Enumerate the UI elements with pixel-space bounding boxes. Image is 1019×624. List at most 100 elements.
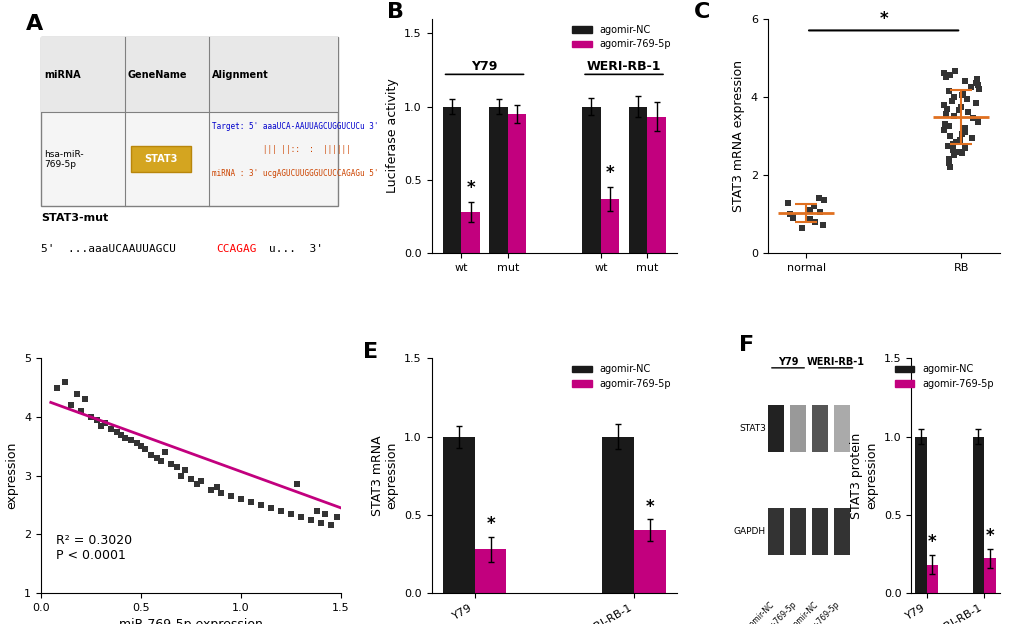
Point — [941, 131, 957, 141]
Point — [68, 389, 85, 399]
Point — [956, 76, 972, 86]
Point — [793, 223, 809, 233]
Point — [951, 135, 967, 145]
Text: *: * — [984, 527, 994, 545]
Point — [203, 485, 219, 495]
Point — [968, 80, 984, 90]
Y-axis label: STAT3 mRNA
expression: STAT3 mRNA expression — [0, 436, 18, 516]
Point — [942, 162, 958, 172]
Bar — [647, 117, 665, 253]
Point — [935, 125, 952, 135]
Point — [182, 474, 199, 484]
Point — [958, 94, 974, 104]
Point — [222, 491, 238, 501]
Point — [122, 436, 139, 446]
Bar — [811, 509, 827, 555]
Point — [153, 456, 169, 466]
Point — [172, 470, 189, 480]
Point — [947, 137, 963, 147]
Point — [940, 121, 956, 131]
Y-axis label: STAT3 mRNA expression: STAT3 mRNA expression — [732, 60, 745, 212]
Point — [149, 453, 165, 463]
Point — [785, 213, 801, 223]
Point — [956, 143, 972, 153]
Point — [941, 86, 957, 96]
Text: GAPDH: GAPDH — [733, 527, 765, 537]
Point — [116, 432, 132, 442]
Point — [934, 100, 951, 110]
Point — [952, 102, 968, 112]
Point — [969, 84, 985, 94]
Point — [946, 66, 962, 76]
Point — [143, 450, 159, 460]
Point — [97, 418, 113, 428]
Point — [322, 520, 338, 530]
X-axis label: miR-769-5p expression: miR-769-5p expression — [119, 618, 263, 624]
Bar — [600, 199, 619, 253]
Point — [62, 401, 78, 411]
Y-axis label: STAT3 mRNA
expression: STAT3 mRNA expression — [370, 436, 398, 516]
Text: *: * — [645, 497, 653, 515]
Text: R² = 0.3020
P < 0.0001: R² = 0.3020 P < 0.0001 — [56, 534, 131, 562]
Point — [945, 150, 961, 160]
Bar — [41, 37, 337, 206]
Point — [956, 123, 972, 133]
Bar — [41, 37, 337, 112]
Bar — [834, 509, 849, 555]
Point — [76, 394, 93, 404]
Point — [272, 506, 288, 516]
Point — [193, 477, 209, 487]
Text: 5'  ...aaaUCAAUUAGCU: 5' ...aaaUCAAUUAGCU — [41, 243, 175, 254]
Text: STAT3: STAT3 — [738, 424, 765, 433]
Text: miRNA: miRNA — [44, 70, 81, 80]
Point — [263, 503, 279, 513]
Point — [950, 147, 966, 157]
Point — [968, 74, 984, 84]
Bar — [834, 406, 849, 452]
Bar — [634, 530, 665, 593]
Point — [809, 193, 825, 203]
Bar — [130, 147, 191, 172]
Bar — [474, 549, 506, 593]
Point — [93, 421, 109, 431]
Point — [328, 512, 344, 522]
Point — [806, 217, 822, 227]
Point — [935, 69, 952, 79]
Point — [801, 213, 817, 223]
Legend: agomir-NC, agomir-769-5p: agomir-NC, agomir-769-5p — [571, 24, 672, 51]
Point — [954, 88, 970, 98]
Bar — [811, 406, 827, 452]
Text: GeneName: GeneName — [127, 70, 187, 80]
Bar — [601, 437, 634, 593]
Bar — [767, 406, 784, 452]
Point — [969, 117, 985, 127]
Point — [941, 158, 957, 168]
Point — [288, 479, 305, 489]
Point — [953, 129, 969, 139]
Text: WERI-RB-1: WERI-RB-1 — [806, 357, 864, 367]
Point — [780, 198, 796, 208]
Point — [313, 517, 329, 527]
Text: ||| ||::  :  ||||||: ||| ||:: : |||||| — [212, 145, 351, 154]
Point — [937, 109, 954, 119]
Text: *: * — [878, 11, 888, 29]
Point — [953, 149, 969, 158]
Text: agomir-NC: agomir-NC — [785, 600, 819, 624]
Text: agomir-NC: agomir-NC — [741, 600, 775, 624]
Text: B: B — [387, 2, 404, 22]
Point — [967, 98, 983, 108]
Text: *: * — [927, 534, 935, 552]
Point — [132, 441, 149, 451]
Point — [316, 509, 332, 519]
Y-axis label: Luciferase activity: Luciferase activity — [385, 79, 398, 193]
Point — [801, 205, 817, 215]
Point — [781, 209, 797, 219]
Point — [213, 488, 229, 498]
Text: STAT3: STAT3 — [144, 154, 177, 164]
Point — [941, 71, 957, 80]
Point — [967, 78, 983, 88]
Text: *: * — [605, 164, 613, 182]
Point — [303, 515, 319, 525]
Point — [945, 145, 961, 155]
Point — [168, 462, 184, 472]
